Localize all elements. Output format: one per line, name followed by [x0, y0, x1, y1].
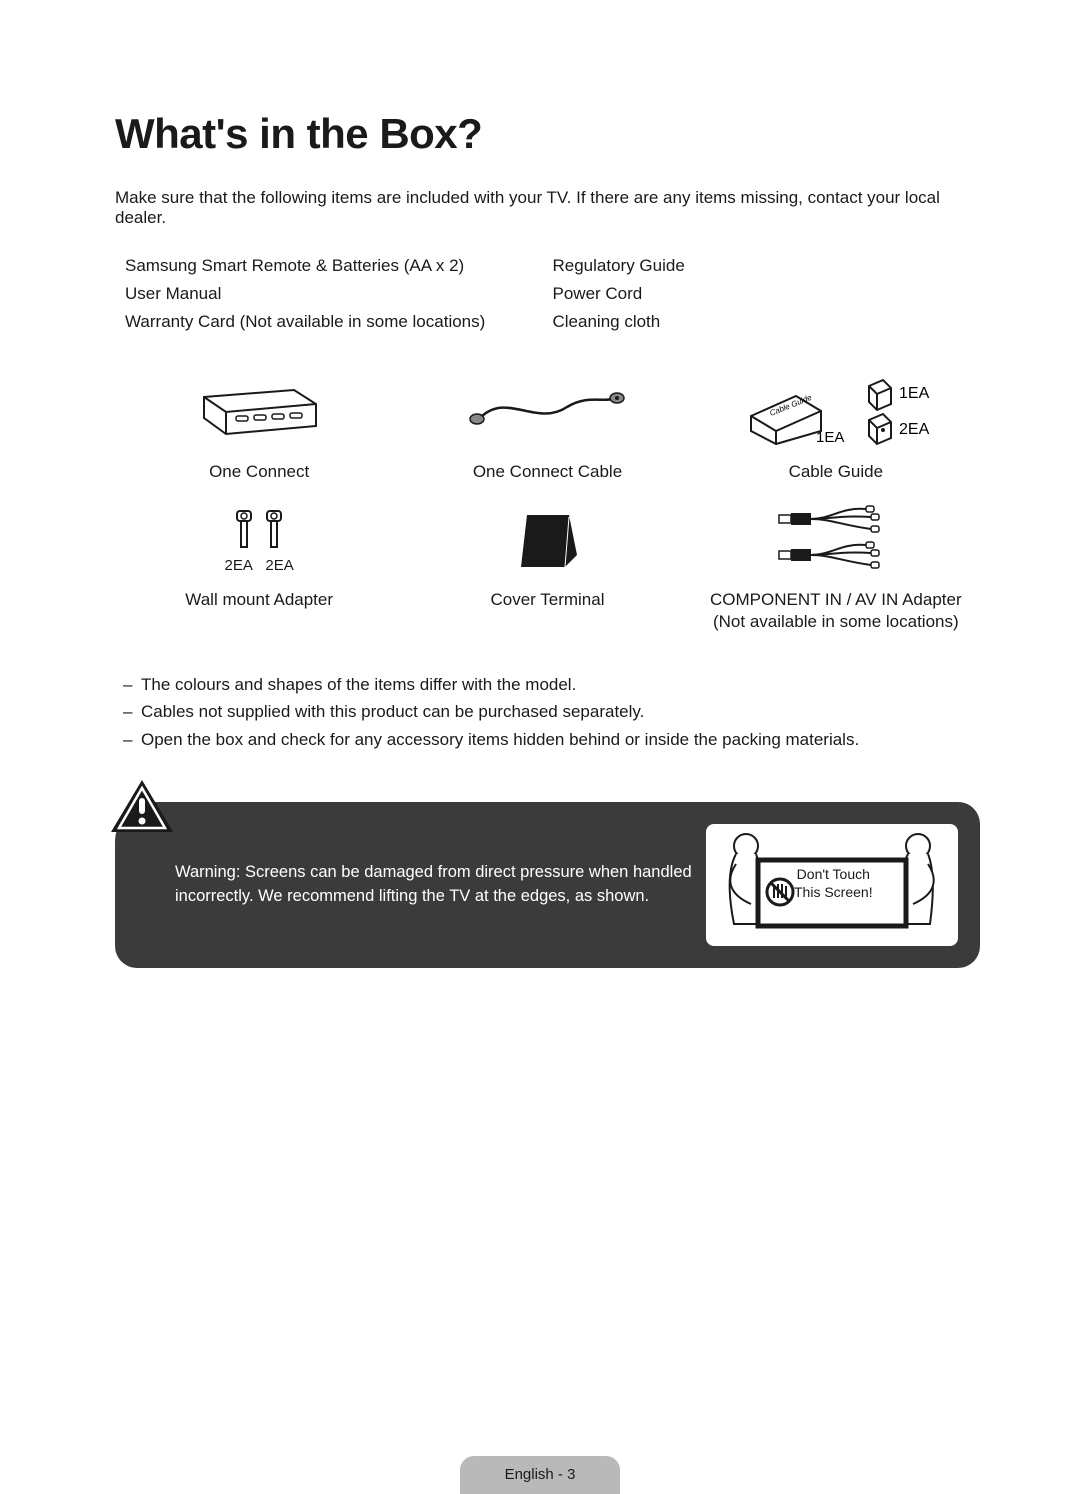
one-connect-icon	[115, 376, 403, 448]
qty-label: 1EA	[899, 385, 930, 402]
warning-box: Warning: Screens can be damaged from dir…	[115, 802, 980, 968]
qty-label: 2EA	[225, 557, 253, 574]
page-footer: English - 3	[460, 1456, 620, 1494]
one-connect-cable-label: One Connect Cable	[403, 460, 691, 484]
list-item: User Manual	[125, 280, 553, 308]
list-item: Warranty Card (Not available in some loc…	[125, 308, 553, 336]
included-items-list: Samsung Smart Remote & Batteries (AA x 2…	[115, 252, 980, 336]
intro-text: Make sure that the following items are i…	[115, 188, 980, 228]
dont-touch-label: Don't TouchThis Screen!	[794, 866, 873, 901]
list-item: Cleaning cloth	[553, 308, 981, 336]
notes-list: The colours and shapes of the items diff…	[115, 672, 980, 753]
component-adapter-icon	[692, 504, 980, 576]
wall-mount-label: Wall mount Adapter	[115, 588, 403, 612]
list-item: Regulatory Guide	[553, 252, 981, 280]
one-connect-cable-icon	[403, 376, 691, 448]
list-item: Power Cord	[553, 280, 981, 308]
one-connect-label: One Connect	[115, 460, 403, 484]
component-sub-label: (Not available in some locations)	[692, 612, 980, 632]
component-label: COMPONENT IN / AV IN Adapter	[692, 588, 980, 612]
cover-terminal-icon	[403, 504, 691, 576]
list-item: Samsung Smart Remote & Batteries (AA x 2…	[125, 252, 553, 280]
cable-guide-label: Cable Guide	[692, 460, 980, 484]
warning-icon	[107, 778, 177, 836]
cable-guide-icon: Cable Guide 1EA 1EA 2EA	[692, 376, 980, 448]
qty-label: 2EA	[899, 421, 930, 438]
accessories-grid: One Connect One Connect Cable Cable Guid…	[115, 376, 980, 632]
warning-illustration: Don't TouchThis Screen!	[706, 824, 958, 946]
page-title: What's in the Box?	[115, 110, 980, 158]
warning-text: Warning: Screens can be damaged from dir…	[115, 861, 706, 909]
qty-label: 2EA	[265, 557, 293, 574]
cover-terminal-label: Cover Terminal	[403, 588, 691, 612]
qty-label: 1EA	[816, 429, 844, 446]
wall-mount-icon: 2EA 2EA	[115, 504, 403, 576]
note-item: Cables not supplied with this product ca…	[115, 699, 980, 725]
note-item: Open the box and check for any accessory…	[115, 727, 980, 753]
note-item: The colours and shapes of the items diff…	[115, 672, 980, 698]
